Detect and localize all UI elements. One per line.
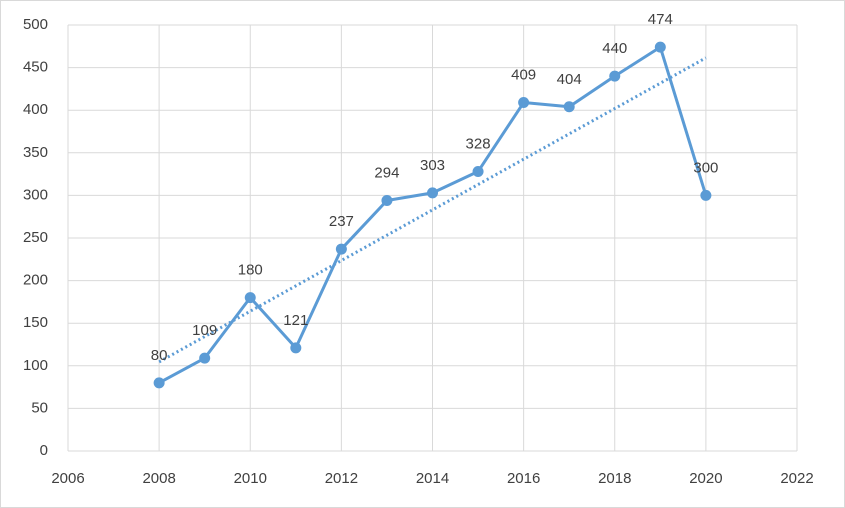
x-tick-label: 2016 (507, 470, 540, 487)
data-point (700, 189, 712, 201)
data-label: 409 (511, 67, 536, 84)
x-tick-label: 2014 (416, 470, 449, 487)
y-tick-label: 50 (31, 399, 48, 416)
data-label: 294 (374, 164, 399, 181)
x-tick-label: 2018 (598, 470, 631, 487)
data-point (381, 195, 393, 207)
data-label: 237 (329, 213, 354, 230)
data-point (335, 243, 347, 255)
data-label: 80 (151, 347, 168, 364)
x-tick-label: 2012 (325, 470, 358, 487)
data-point (563, 101, 575, 113)
y-tick-label: 0 (40, 442, 48, 459)
y-tick-label: 400 (23, 101, 48, 118)
x-tick-label: 2010 (234, 470, 267, 487)
data-label: 180 (238, 262, 263, 279)
data-point (153, 377, 165, 389)
data-point (427, 187, 438, 199)
data-point (518, 97, 530, 109)
trendline (158, 56, 707, 364)
data-point (199, 352, 211, 364)
data-label: 404 (557, 71, 582, 88)
y-tick-label: 450 (23, 59, 48, 76)
data-label: 440 (602, 40, 627, 57)
data-label: 328 (466, 136, 491, 153)
data-label: 109 (192, 322, 217, 339)
y-tick-label: 500 (23, 16, 48, 33)
data-label: 300 (693, 159, 718, 176)
y-tick-label: 200 (23, 272, 48, 289)
y-tick-label: 150 (23, 314, 48, 331)
data-label: 474 (648, 11, 673, 28)
x-tick-label: 2022 (780, 470, 813, 487)
x-tick-label: 2006 (51, 470, 84, 487)
data-label: 303 (420, 157, 445, 174)
data-point (244, 292, 256, 304)
y-tick-label: 100 (23, 357, 48, 374)
x-tick-label: 2008 (142, 470, 175, 487)
y-tick-label: 350 (23, 144, 48, 161)
data-point (472, 166, 484, 178)
data-point (609, 70, 621, 82)
data-label: 121 (283, 312, 308, 329)
y-tick-label: 250 (23, 229, 48, 246)
data-point (654, 41, 666, 53)
y-tick-label: 300 (23, 186, 48, 203)
x-tick-label: 2020 (689, 470, 722, 487)
data-point (290, 342, 302, 354)
